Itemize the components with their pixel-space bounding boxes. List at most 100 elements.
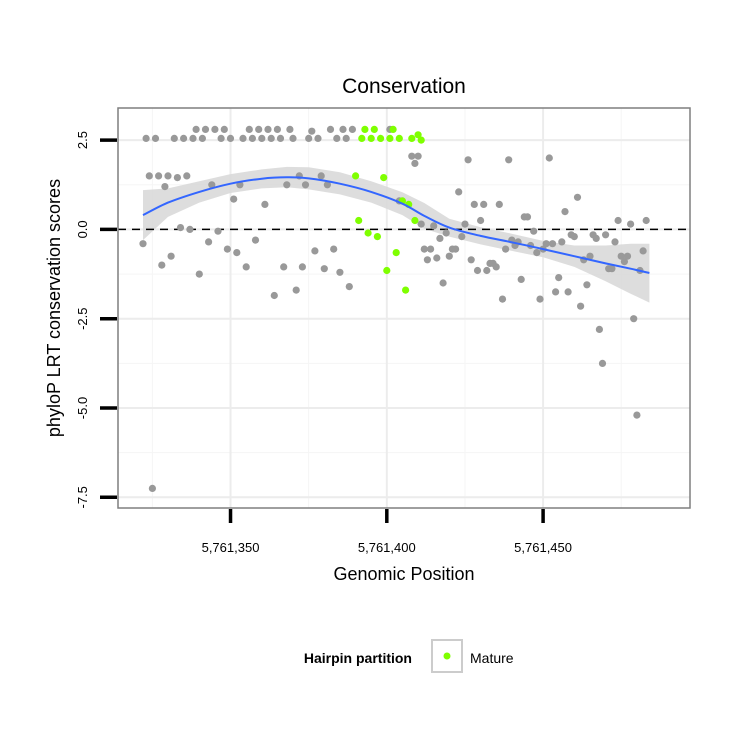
point-other: [320, 265, 328, 273]
point-other: [570, 233, 578, 241]
point-other: [617, 252, 625, 260]
y-tick-label: -5.0: [75, 397, 90, 419]
point-other: [261, 200, 269, 208]
point-other: [477, 216, 485, 225]
chart-title: Conservation: [342, 75, 466, 98]
point-other: [242, 263, 250, 271]
points-other: [139, 125, 650, 492]
y-tick-label: 2.5: [75, 131, 90, 149]
x-tick-label: 5,761,450: [514, 540, 572, 555]
point-other: [414, 152, 422, 160]
point-other: [283, 181, 291, 189]
point-mature: [380, 174, 388, 182]
point-other: [492, 263, 500, 271]
point-other: [436, 234, 444, 242]
point-other: [430, 222, 438, 230]
point-other: [530, 227, 538, 235]
point-other: [330, 245, 338, 253]
point-other: [452, 245, 460, 253]
legend-key-mature-point: [443, 652, 451, 660]
point-other: [348, 125, 356, 133]
point-other: [564, 288, 572, 296]
plot-background: [118, 108, 690, 508]
x-tick-label: 5,761,400: [358, 540, 416, 555]
point-other: [473, 266, 482, 275]
point-other: [167, 252, 175, 260]
point-other: [505, 156, 513, 164]
point-other: [483, 266, 491, 275]
point-other: [467, 256, 475, 264]
point-other: [552, 288, 560, 296]
point-other: [311, 247, 319, 255]
point-other: [289, 134, 297, 142]
point-other: [292, 286, 300, 294]
point-other: [176, 224, 185, 232]
point-other: [464, 156, 472, 164]
point-other: [342, 134, 350, 142]
point-other: [333, 134, 341, 142]
point-mature: [389, 125, 397, 133]
point-mature: [370, 125, 378, 133]
point-other: [155, 172, 163, 180]
point-other: [633, 411, 641, 419]
point-other: [614, 216, 622, 225]
point-other: [523, 213, 532, 221]
point-mature: [383, 266, 391, 275]
point-other: [301, 181, 310, 189]
point-other: [198, 134, 206, 142]
point-mature: [402, 286, 410, 294]
point-other: [411, 159, 419, 167]
point-other: [555, 274, 563, 282]
point-other: [255, 125, 263, 133]
point-mature: [361, 125, 369, 133]
point-mature: [411, 216, 419, 225]
point-other: [623, 252, 632, 260]
y-axis-label: phyloP LRT conservation scores: [44, 179, 64, 437]
point-other: [145, 172, 153, 180]
point-other: [280, 263, 288, 271]
point-other: [161, 183, 169, 191]
smooth-confidence-ribbon: [143, 166, 650, 303]
point-other: [461, 220, 469, 228]
point-other: [214, 227, 222, 235]
point-other: [417, 220, 425, 228]
point-other: [639, 247, 647, 255]
point-other: [276, 134, 285, 142]
point-other: [267, 134, 275, 142]
point-other: [627, 220, 635, 228]
point-other: [542, 240, 550, 248]
point-other: [442, 229, 450, 237]
point-other: [305, 134, 313, 142]
x-axis: 5,761,350 5,761,400 5,761,450: [202, 509, 572, 555]
point-other: [583, 281, 591, 289]
point-other: [217, 134, 225, 142]
point-other: [164, 172, 172, 180]
point-other: [226, 134, 235, 142]
point-other: [273, 125, 281, 133]
point-other: [170, 134, 178, 142]
point-other: [611, 238, 619, 246]
y-tick-label: -2.5: [75, 307, 90, 329]
point-other: [408, 152, 416, 160]
point-other: [201, 125, 210, 133]
point-other: [458, 233, 466, 241]
point-other: [233, 249, 241, 257]
point-other: [205, 238, 213, 246]
point-other: [427, 245, 435, 253]
point-other: [314, 134, 322, 142]
point-other: [183, 172, 191, 180]
point-other: [192, 125, 200, 133]
point-other: [470, 200, 478, 208]
point-other: [620, 258, 629, 266]
point-other: [536, 295, 544, 303]
point-other: [602, 231, 610, 239]
point-mature: [367, 134, 375, 142]
y-tick-label: -7.5: [75, 486, 90, 508]
point-other: [455, 188, 463, 196]
point-other: [498, 295, 507, 303]
point-other: [502, 245, 510, 253]
point-other: [323, 181, 331, 189]
point-other: [517, 275, 525, 283]
x-axis-label: Genomic Position: [333, 564, 474, 584]
point-other: [158, 261, 166, 269]
